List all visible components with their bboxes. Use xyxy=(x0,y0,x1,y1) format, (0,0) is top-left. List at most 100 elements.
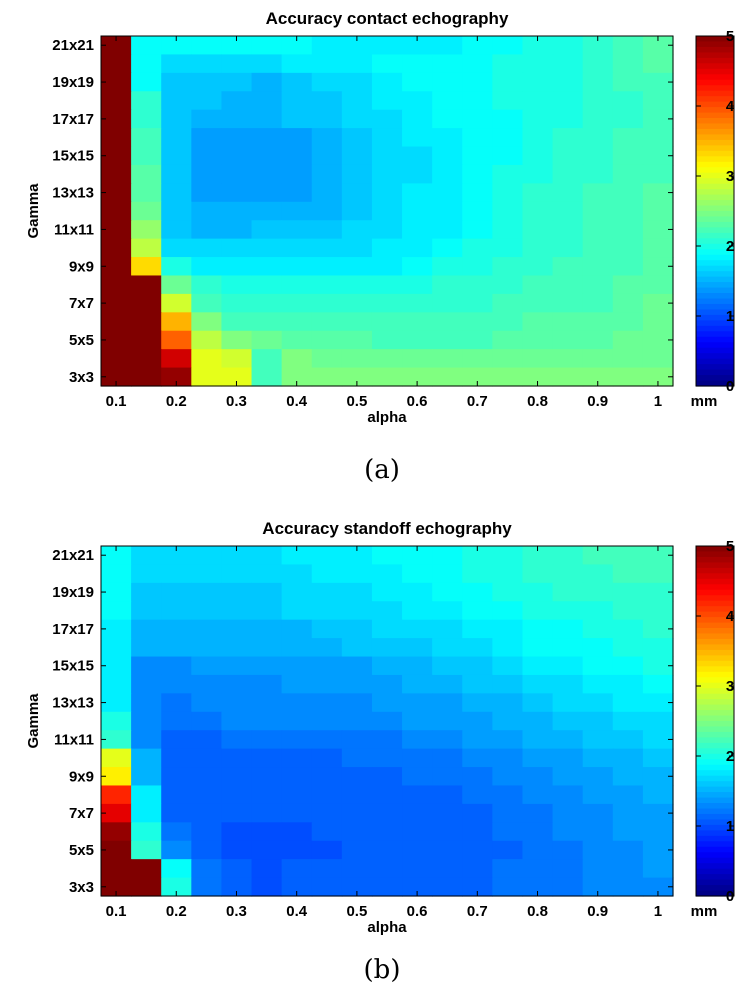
colorbar-band xyxy=(696,879,734,886)
heatmap-cell xyxy=(402,349,433,369)
heatmap-cell xyxy=(582,711,614,731)
heatmap-cell xyxy=(612,293,644,313)
heatmap-cell xyxy=(101,72,132,92)
heatmap-cell xyxy=(311,349,343,369)
colorbar-band xyxy=(696,644,734,651)
heatmap-cell xyxy=(522,128,554,148)
chart-title: Accuracy contact echography xyxy=(266,9,509,28)
heatmap-cell xyxy=(371,183,403,203)
colorbar-band xyxy=(696,336,734,343)
heatmap-cell xyxy=(371,822,403,842)
heatmap-cell xyxy=(402,164,433,184)
heatmap-cell xyxy=(432,711,463,731)
heatmap-cell xyxy=(522,220,554,240)
heatmap-cell xyxy=(371,564,403,584)
heatmap-cell xyxy=(612,201,644,221)
x-tick-label: 1 xyxy=(654,393,662,410)
heatmap-cell xyxy=(101,367,132,387)
heatmap-cell xyxy=(642,201,674,221)
heatmap-cell xyxy=(101,54,132,74)
heatmap-cell xyxy=(612,840,644,860)
colorbar-band xyxy=(696,655,734,662)
heatmap-cell xyxy=(161,601,192,621)
colorbar-band xyxy=(696,85,734,92)
colorbar-band xyxy=(696,249,734,256)
heatmap-cell xyxy=(281,349,313,369)
heatmap-cell xyxy=(642,859,674,879)
heatmap-cell xyxy=(612,220,644,240)
colorbar-band xyxy=(696,36,734,43)
colorbar-tick-label: 5 xyxy=(726,28,734,45)
heatmap-cell xyxy=(341,238,373,258)
heatmap-cell xyxy=(251,619,283,639)
heatmap-cell xyxy=(371,877,403,897)
heatmap-cell xyxy=(462,183,493,203)
colorbar-band xyxy=(696,347,734,354)
heatmap-cell xyxy=(582,601,614,621)
heatmap-cell xyxy=(251,859,283,879)
heatmap-cell xyxy=(341,183,373,203)
heatmap-cell xyxy=(101,164,132,184)
heatmap-cell xyxy=(341,564,373,584)
heatmap-cell xyxy=(341,767,373,787)
heatmap-cell xyxy=(642,36,674,56)
heatmap-cell xyxy=(101,730,132,750)
heatmap-cell xyxy=(642,183,674,203)
heatmap-cell xyxy=(612,748,644,768)
colorbar-band xyxy=(696,320,734,327)
heatmap-cell xyxy=(161,582,192,602)
heatmap-cell xyxy=(341,201,373,221)
heatmap-cell xyxy=(522,349,554,369)
heatmap-cell xyxy=(492,109,524,129)
figure-caption: (a) xyxy=(364,455,400,485)
heatmap-cell xyxy=(432,109,463,129)
x-tick-label: 0.6 xyxy=(407,393,428,410)
heatmap-cell xyxy=(281,238,313,258)
heatmap-cell xyxy=(221,803,253,823)
heatmap-cell xyxy=(131,877,162,897)
heatmap-cell xyxy=(642,767,674,787)
heatmap-cell xyxy=(161,693,192,713)
heatmap-cell xyxy=(462,330,493,350)
x-tick-label: 1 xyxy=(654,903,662,920)
heatmap-cell xyxy=(191,564,223,584)
heatmap-cell xyxy=(251,128,283,148)
heatmap-cell xyxy=(582,656,614,676)
heatmap-cell xyxy=(642,877,674,897)
heatmap-cell xyxy=(101,711,132,731)
heatmap-cell xyxy=(612,349,644,369)
heatmap-cell xyxy=(642,711,674,731)
heatmap-cell xyxy=(101,656,132,676)
colorbar-band xyxy=(696,649,734,656)
heatmap-cell xyxy=(131,312,162,332)
plot-frame xyxy=(100,545,674,897)
x-tick-label: 0.8 xyxy=(527,903,548,920)
colorbar-band xyxy=(696,863,734,870)
heatmap-cell xyxy=(221,693,253,713)
heatmap-cell xyxy=(221,619,253,639)
heatmap-cell xyxy=(552,785,584,805)
heatmap-cell xyxy=(462,146,493,166)
heatmap-cell xyxy=(161,164,192,184)
heatmap-cell xyxy=(492,128,524,148)
heatmap-cell xyxy=(552,275,584,295)
heatmap-cell xyxy=(161,564,192,584)
heatmap-cell xyxy=(402,367,433,387)
heatmap-cell xyxy=(251,164,283,184)
colorbar-band xyxy=(696,781,734,788)
heatmap-cell xyxy=(281,275,313,295)
heatmap-cell xyxy=(522,238,554,258)
heatmap-cell xyxy=(251,330,283,350)
heatmap-cell xyxy=(642,840,674,860)
y-tick-label: 11x11 xyxy=(54,221,94,238)
heatmap-cell xyxy=(311,674,343,694)
heatmap-cell xyxy=(281,183,313,203)
heatmap-cell xyxy=(432,220,463,240)
heatmap-cell xyxy=(251,238,283,258)
heatmap-cell xyxy=(612,238,644,258)
heatmap-cell xyxy=(221,91,253,111)
colorbar-band xyxy=(696,797,734,804)
heatmap-cell xyxy=(582,128,614,148)
heatmap-cell xyxy=(101,693,132,713)
heatmap-cell xyxy=(221,822,253,842)
